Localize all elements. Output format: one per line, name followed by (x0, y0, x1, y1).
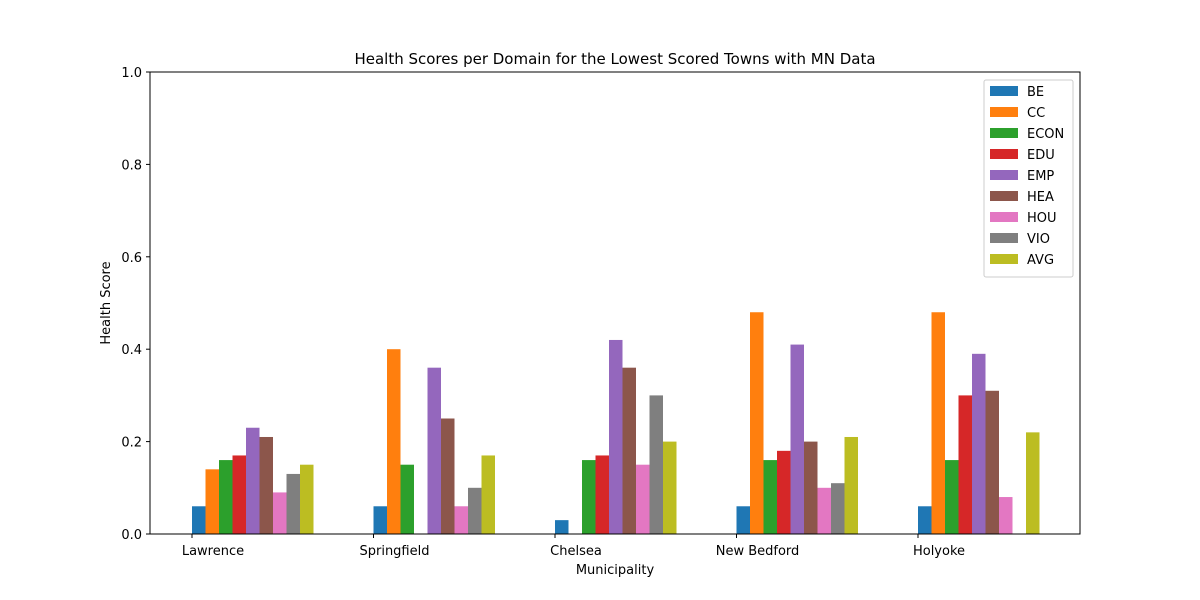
legend-label-hea: HEA (1027, 190, 1054, 205)
legend-swatch-be (990, 86, 1018, 96)
bar-hou-chelsea (636, 464, 650, 534)
bars-group (192, 312, 1040, 534)
bar-emp-chelsea (609, 339, 623, 534)
bar-be-new-bedford (736, 506, 750, 534)
bar-cc-lawrence (205, 469, 219, 534)
x-tick-label: Springfield (359, 544, 429, 559)
bar-econ-springfield (400, 464, 414, 534)
bar-econ-holyoke (945, 460, 959, 534)
legend: BE CC ECON EDU EMP HEA HOU VIO AVG (983, 79, 1074, 278)
legend-label-econ: ECON (1027, 127, 1064, 142)
y-tick-label: 0.4 (121, 343, 142, 358)
bar-hou-lawrence (273, 492, 287, 534)
legend-label-avg: AVG (1027, 253, 1054, 268)
bar-vio-lawrence (286, 473, 300, 534)
y-axis: 0.0 0.2 0.4 0.6 0.8 1.0 (121, 66, 150, 543)
x-tick-label: New Bedford (716, 544, 800, 559)
bar-be-holyoke (918, 506, 932, 534)
y-tick-label: 0.6 (121, 251, 142, 266)
bar-hea-new-bedford (804, 441, 818, 534)
legend-swatch-cc (990, 107, 1018, 117)
plot-frame (149, 71, 1081, 535)
y-tick-label: 0.2 (121, 436, 142, 451)
bar-avg-lawrence (300, 464, 314, 534)
bar-hea-holyoke (985, 390, 999, 534)
legend-label-emp: EMP (1027, 169, 1054, 184)
bar-edu-lawrence (232, 455, 246, 534)
bar-econ-new-bedford (763, 460, 777, 534)
bar-cc-holyoke (931, 312, 945, 534)
y-tick-label: 1.0 (121, 66, 142, 81)
bar-be-chelsea (555, 520, 569, 534)
legend-swatch-hou (990, 212, 1018, 222)
legend-label-edu: EDU (1027, 148, 1055, 163)
bar-be-lawrence (192, 506, 206, 534)
bar-edu-chelsea (595, 455, 609, 534)
bar-avg-chelsea (663, 441, 677, 534)
bar-hou-springfield (454, 506, 468, 534)
legend-swatch-vio (990, 233, 1018, 243)
legend-label-cc: CC (1027, 106, 1045, 121)
y-tick-label: 0.0 (121, 528, 142, 543)
bar-hou-new-bedford (817, 487, 831, 534)
bar-cc-springfield (387, 349, 401, 534)
x-axis-label: Municipality (576, 563, 655, 578)
legend-swatch-hea (990, 191, 1018, 201)
bar-cc-new-bedford (750, 312, 764, 534)
bar-vio-chelsea (649, 395, 663, 534)
bar-vio-new-bedford (831, 483, 845, 534)
bar-hea-lawrence (259, 436, 273, 534)
legend-swatch-edu (990, 149, 1018, 159)
bar-econ-lawrence (219, 460, 233, 534)
legend-label-be: BE (1027, 85, 1044, 100)
x-axis: Lawrence Springfield Chelsea New Bedford Hol… (182, 534, 965, 559)
bar-econ-chelsea (582, 460, 596, 534)
chart-title: Health Scores per Domain for the Lowest … (354, 50, 875, 68)
y-axis-label: Health Score (99, 261, 114, 344)
bar-emp-lawrence (246, 427, 260, 534)
legend-swatch-econ (990, 128, 1018, 138)
bar-edu-new-bedford (777, 450, 791, 534)
legend-swatch-avg (990, 254, 1018, 264)
bar-emp-springfield (427, 367, 441, 534)
bar-hea-chelsea (622, 367, 636, 534)
legend-label-hou: HOU (1027, 211, 1057, 226)
legend-label-vio: VIO (1027, 232, 1050, 247)
bar-vio-springfield (468, 487, 482, 534)
bar-avg-springfield (481, 455, 495, 534)
bar-emp-new-bedford (790, 344, 804, 534)
bar-be-springfield (373, 506, 387, 534)
bar-emp-holyoke (972, 353, 986, 534)
bar-hea-springfield (441, 418, 455, 534)
bar-hou-holyoke (999, 497, 1013, 534)
x-tick-label: Holyoke (913, 544, 965, 559)
x-tick-label: Lawrence (182, 544, 244, 559)
bar-avg-new-bedford (844, 436, 858, 534)
x-tick-label: Chelsea (550, 544, 602, 559)
legend-swatch-emp (990, 170, 1018, 180)
bar-avg-holyoke (1026, 432, 1040, 534)
bar-edu-holyoke (958, 395, 972, 534)
y-tick-label: 0.8 (121, 158, 142, 173)
